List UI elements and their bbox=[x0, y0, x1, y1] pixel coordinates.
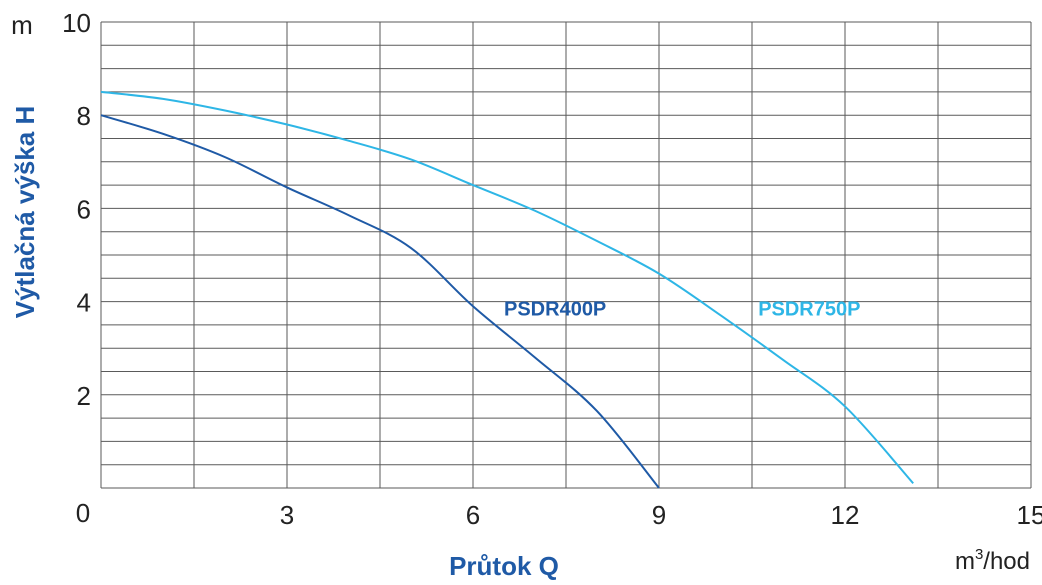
series-label-psdr750p: PSDR750P bbox=[758, 299, 860, 321]
grid bbox=[100, 21, 1032, 489]
x-unit-exponent: 3 bbox=[975, 546, 983, 563]
series-layer: PSDR400P PSDR750P bbox=[100, 90, 914, 489]
x-unit-base: m bbox=[955, 548, 975, 575]
series-label-psdr400p: PSDR400P bbox=[504, 299, 606, 321]
y-tick-label: 10 bbox=[62, 8, 91, 38]
series-line-psdr400p bbox=[100, 114, 660, 489]
x-tick-label: 3 bbox=[280, 500, 294, 530]
x-tick-label: 12 bbox=[831, 500, 860, 530]
y-tick-label: 4 bbox=[77, 288, 91, 318]
y-tick-label: 8 bbox=[77, 101, 91, 131]
x-unit-rest: /hod bbox=[983, 548, 1030, 575]
x-tick-label: 6 bbox=[466, 500, 480, 530]
y-unit-label: m bbox=[11, 10, 33, 40]
x-tick-label: 9 bbox=[652, 500, 666, 530]
origin-label: 0 bbox=[76, 498, 90, 528]
tick-labels: 3 6 9 12 15 2 4 6 8 10 bbox=[62, 8, 1042, 530]
y-axis-title: Výtlačná výška H bbox=[10, 106, 40, 318]
x-unit-label: m3/hod bbox=[955, 546, 1030, 575]
series-line-psdr750p bbox=[100, 90, 914, 485]
y-tick-label: 2 bbox=[77, 381, 91, 411]
x-tick-label: 15 bbox=[1017, 500, 1042, 530]
x-axis-title: Průtok Q bbox=[449, 551, 559, 581]
y-tick-label: 6 bbox=[77, 194, 91, 224]
